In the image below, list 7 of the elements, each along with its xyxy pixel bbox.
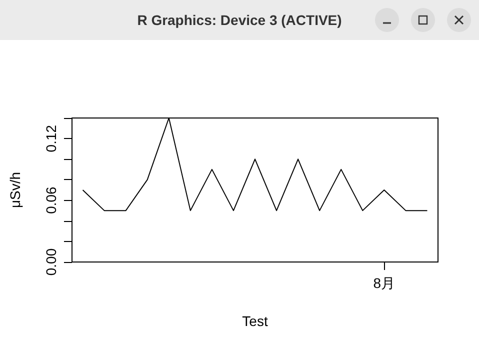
y-axis-title: μSv/h <box>7 172 23 208</box>
y-tick-label: 0.12 <box>43 124 59 152</box>
y-tick-label: 0.00 <box>43 248 59 276</box>
x-tick-label: 8月 <box>373 275 396 291</box>
text: R Graphics: Device 3 (ACTIVE) <box>137 12 342 28</box>
y-tick-label: 0.06 <box>43 186 59 214</box>
x-axis-title: Test <box>242 313 268 329</box>
